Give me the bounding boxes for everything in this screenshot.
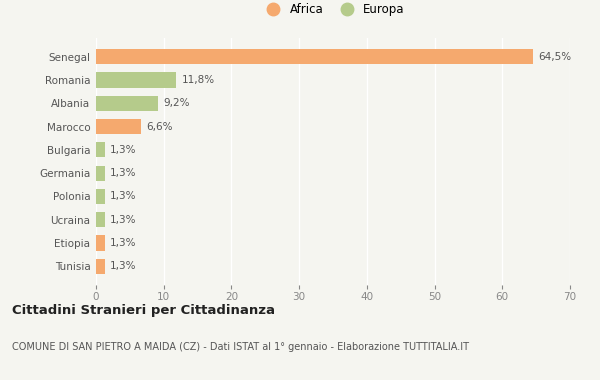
Text: 1,3%: 1,3% xyxy=(110,261,137,271)
Text: 9,2%: 9,2% xyxy=(164,98,190,108)
Bar xyxy=(96,166,105,181)
Bar xyxy=(96,119,140,134)
Bar xyxy=(96,142,105,157)
Text: 64,5%: 64,5% xyxy=(538,52,571,62)
Legend: Africa, Europa: Africa, Europa xyxy=(257,0,409,19)
Bar xyxy=(96,73,176,88)
Text: Cittadini Stranieri per Cittadinanza: Cittadini Stranieri per Cittadinanza xyxy=(12,304,275,317)
Text: 1,3%: 1,3% xyxy=(110,168,137,178)
Bar xyxy=(96,235,105,250)
Text: 1,3%: 1,3% xyxy=(110,215,137,225)
Bar xyxy=(96,49,533,64)
Text: 1,3%: 1,3% xyxy=(110,238,137,248)
Bar xyxy=(96,189,105,204)
Text: 1,3%: 1,3% xyxy=(110,145,137,155)
Text: COMUNE DI SAN PIETRO A MAIDA (CZ) - Dati ISTAT al 1° gennaio - Elaborazione TUTT: COMUNE DI SAN PIETRO A MAIDA (CZ) - Dati… xyxy=(12,342,469,352)
Bar xyxy=(96,259,105,274)
Bar xyxy=(96,212,105,227)
Text: 1,3%: 1,3% xyxy=(110,192,137,201)
Bar xyxy=(96,96,158,111)
Text: 11,8%: 11,8% xyxy=(181,75,214,85)
Text: 6,6%: 6,6% xyxy=(146,122,173,131)
